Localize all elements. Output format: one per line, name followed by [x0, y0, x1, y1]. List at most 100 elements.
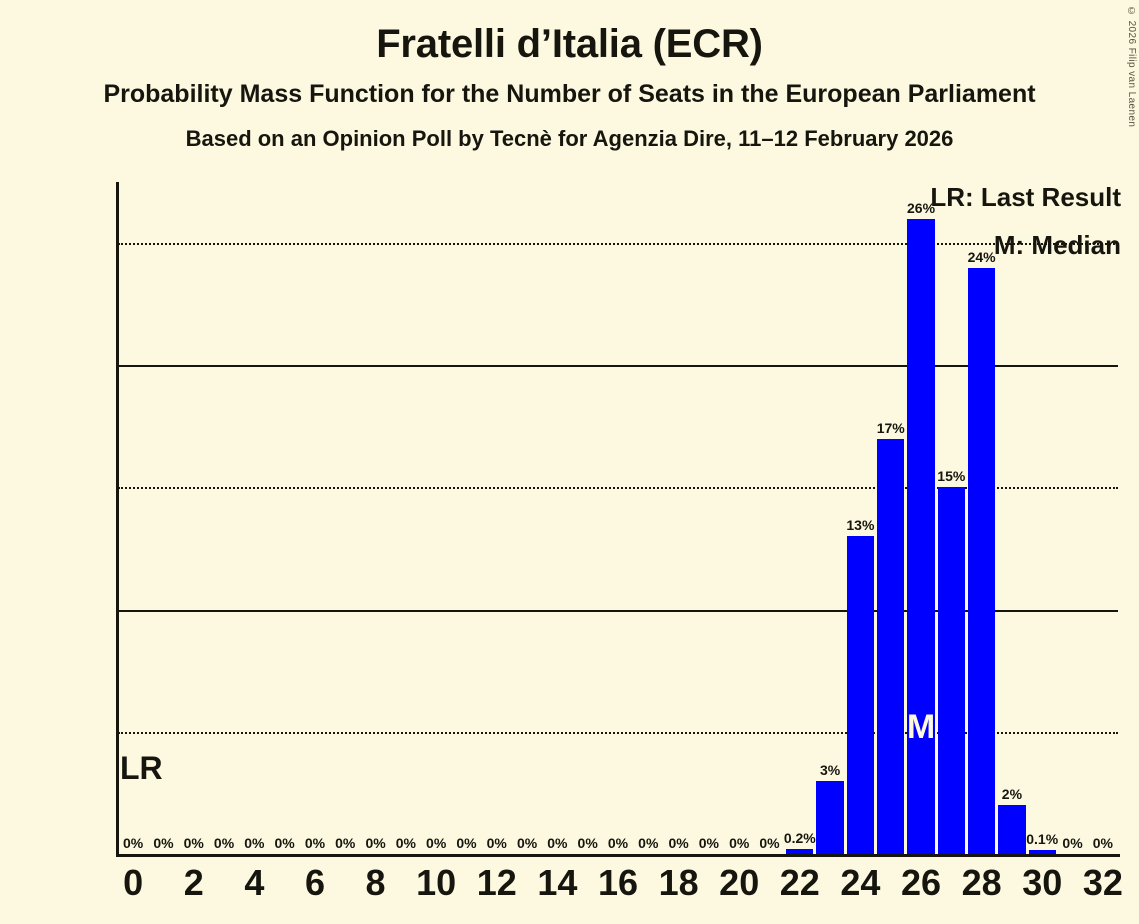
- bar-slot: 15%: [936, 182, 966, 854]
- bar-value-label: 0%: [123, 835, 144, 851]
- x-axis-tick-22: 22: [779, 862, 820, 903]
- bar-value-label: 0%: [1092, 835, 1113, 851]
- bar-slot: 0%: [270, 182, 300, 854]
- x-axis-tick-16: 16: [597, 862, 639, 903]
- gridline-15: [118, 487, 1118, 490]
- bar-slot: 0%: [542, 182, 572, 854]
- bar-slot: 0%: [421, 182, 451, 854]
- x-axis-tick-2: 2: [183, 862, 204, 903]
- bar-value-label: 2%: [1001, 786, 1023, 803]
- bar-value-label: 13%: [846, 517, 875, 534]
- x-axis-tick-24: 24: [840, 862, 881, 903]
- bar-value-label: 26%: [907, 199, 936, 216]
- bar-value-label: 0%: [698, 835, 720, 851]
- bar-slot: 0.1%: [1026, 182, 1059, 854]
- bar-value-label: 0%: [668, 835, 689, 851]
- bar-value-label: 0%: [335, 835, 356, 851]
- bar-slot: 0%: [360, 182, 390, 854]
- bar-slot: 26% M: [906, 182, 936, 854]
- bar: [907, 218, 935, 854]
- x-axis-tick-32: 32: [1082, 862, 1123, 903]
- bar-slot: 24%: [966, 182, 996, 854]
- x-axis-labels: 0 2 4 6 8 10 12 14 16 18 20 22 24 26 28 30 32: [118, 862, 1123, 917]
- bar-slot: 0%: [118, 182, 148, 854]
- page-title: Fratelli d’Italia (ECR): [376, 22, 763, 66]
- bar-value-label: 0%: [304, 835, 326, 851]
- bar: [937, 487, 965, 854]
- y-axis-line: [116, 182, 119, 854]
- bar-slot: 0%: [148, 182, 178, 854]
- bar-slot: 0%: [1088, 182, 1118, 854]
- legend-last-result: LR: Last Result: [930, 182, 1121, 212]
- bar-value-label: 3%: [819, 761, 841, 778]
- median-marker: M: [906, 708, 936, 746]
- bar-value-label: 0%: [759, 835, 780, 851]
- bar-value-label: 0%: [729, 835, 750, 851]
- bar-slot: 0%: [694, 182, 724, 854]
- chart-subtitle: Probability Mass Function for the Number…: [103, 80, 1036, 108]
- bar-value-label: 0%: [577, 835, 598, 851]
- bar-value-label: 0%: [183, 835, 204, 851]
- x-axis-tick-28: 28: [961, 862, 1002, 903]
- x-axis-tick-12: 12: [476, 862, 517, 903]
- gridline-5: [118, 731, 1118, 734]
- legend-median: M: Median: [993, 230, 1121, 260]
- bar: [816, 780, 844, 854]
- x-axis-tick-6: 6: [304, 862, 325, 903]
- x-axis-tick-4: 4: [244, 862, 265, 903]
- bar-slot: 0%: [512, 182, 542, 854]
- x-axis-tick-8: 8: [365, 862, 386, 903]
- bar: [967, 267, 996, 854]
- copyright-notice: © 2026 Filip van Laenen: [1126, 6, 1137, 128]
- bar: [786, 849, 814, 854]
- bar-value-label: 0%: [244, 835, 265, 851]
- x-axis-tick-18: 18: [658, 862, 699, 903]
- bar-value-label: 0%: [516, 835, 538, 851]
- bar-value-label: 0%: [365, 835, 386, 851]
- bar-slot: 0%: [179, 182, 209, 854]
- chart-legend: LR: Last Result M: Median: [930, 184, 1121, 258]
- bar: [1028, 850, 1056, 854]
- bar-value-label: 0%: [638, 835, 659, 851]
- bar-value-label: 0%: [547, 835, 568, 851]
- title-block: Fratelli d’Italia (ECR) Probability Mass…: [0, 0, 1139, 151]
- bar-slot: 0%: [724, 182, 754, 854]
- bar-slot: 0%: [300, 182, 330, 854]
- bar-slot: 0%: [573, 182, 603, 854]
- bar-value-label: 24%: [967, 248, 996, 265]
- bar-value-label: 0%: [486, 835, 507, 851]
- bar-value-label: 0.1%: [1026, 831, 1059, 847]
- bar-value-label: 0.2%: [783, 830, 816, 847]
- bar-value-label: 0%: [213, 835, 235, 851]
- bar-slot: 0.2%: [783, 182, 816, 854]
- bar-series: 0% 0% 0% 0% 0% 0% 0% 0% 0% 0% 0% 0% 0% 0% 0% 0% 0% 0% 0% 0%…: [118, 182, 1118, 854]
- bar-value-label: 0%: [426, 835, 447, 851]
- bar-slot: 0%: [451, 182, 481, 854]
- chart-plot-area: 10%20% 0%0%0%0%0%0%0%0%0%0%0%0%0%0%0%0%0…: [116, 182, 1120, 857]
- x-axis-tick-26: 26: [900, 862, 942, 903]
- x-axis-tick-14: 14: [537, 862, 578, 903]
- bar-value-label: 0%: [153, 835, 174, 851]
- bar-slot: 0%: [663, 182, 693, 854]
- bar-value-label: 15%: [937, 468, 966, 485]
- bar: [846, 536, 875, 854]
- bar-slot: 0%: [1057, 182, 1087, 854]
- bar-slot: 2%: [997, 182, 1027, 854]
- bar-slot: 0%: [330, 182, 360, 854]
- bar-slot: 17%: [876, 182, 906, 854]
- gridline-25: [118, 243, 1118, 246]
- bar-value-label: 0%: [274, 835, 295, 851]
- bar-slot: 13%: [845, 182, 875, 854]
- bar: [998, 805, 1026, 854]
- bar-slot: 3%: [815, 182, 845, 854]
- bar-value-label: 0%: [1062, 835, 1083, 851]
- x-axis-tick-0: 0: [123, 862, 144, 903]
- bar-slot: 0%: [754, 182, 784, 854]
- bar-value-label: 0%: [395, 835, 416, 851]
- x-axis-line: [116, 854, 1120, 857]
- bar-slot: 0%: [603, 182, 633, 854]
- bar-slot: 0%: [633, 182, 663, 854]
- x-axis-tick-20: 20: [719, 862, 760, 903]
- gridline-10: [118, 609, 1118, 612]
- bar-slot: 0%: [482, 182, 512, 854]
